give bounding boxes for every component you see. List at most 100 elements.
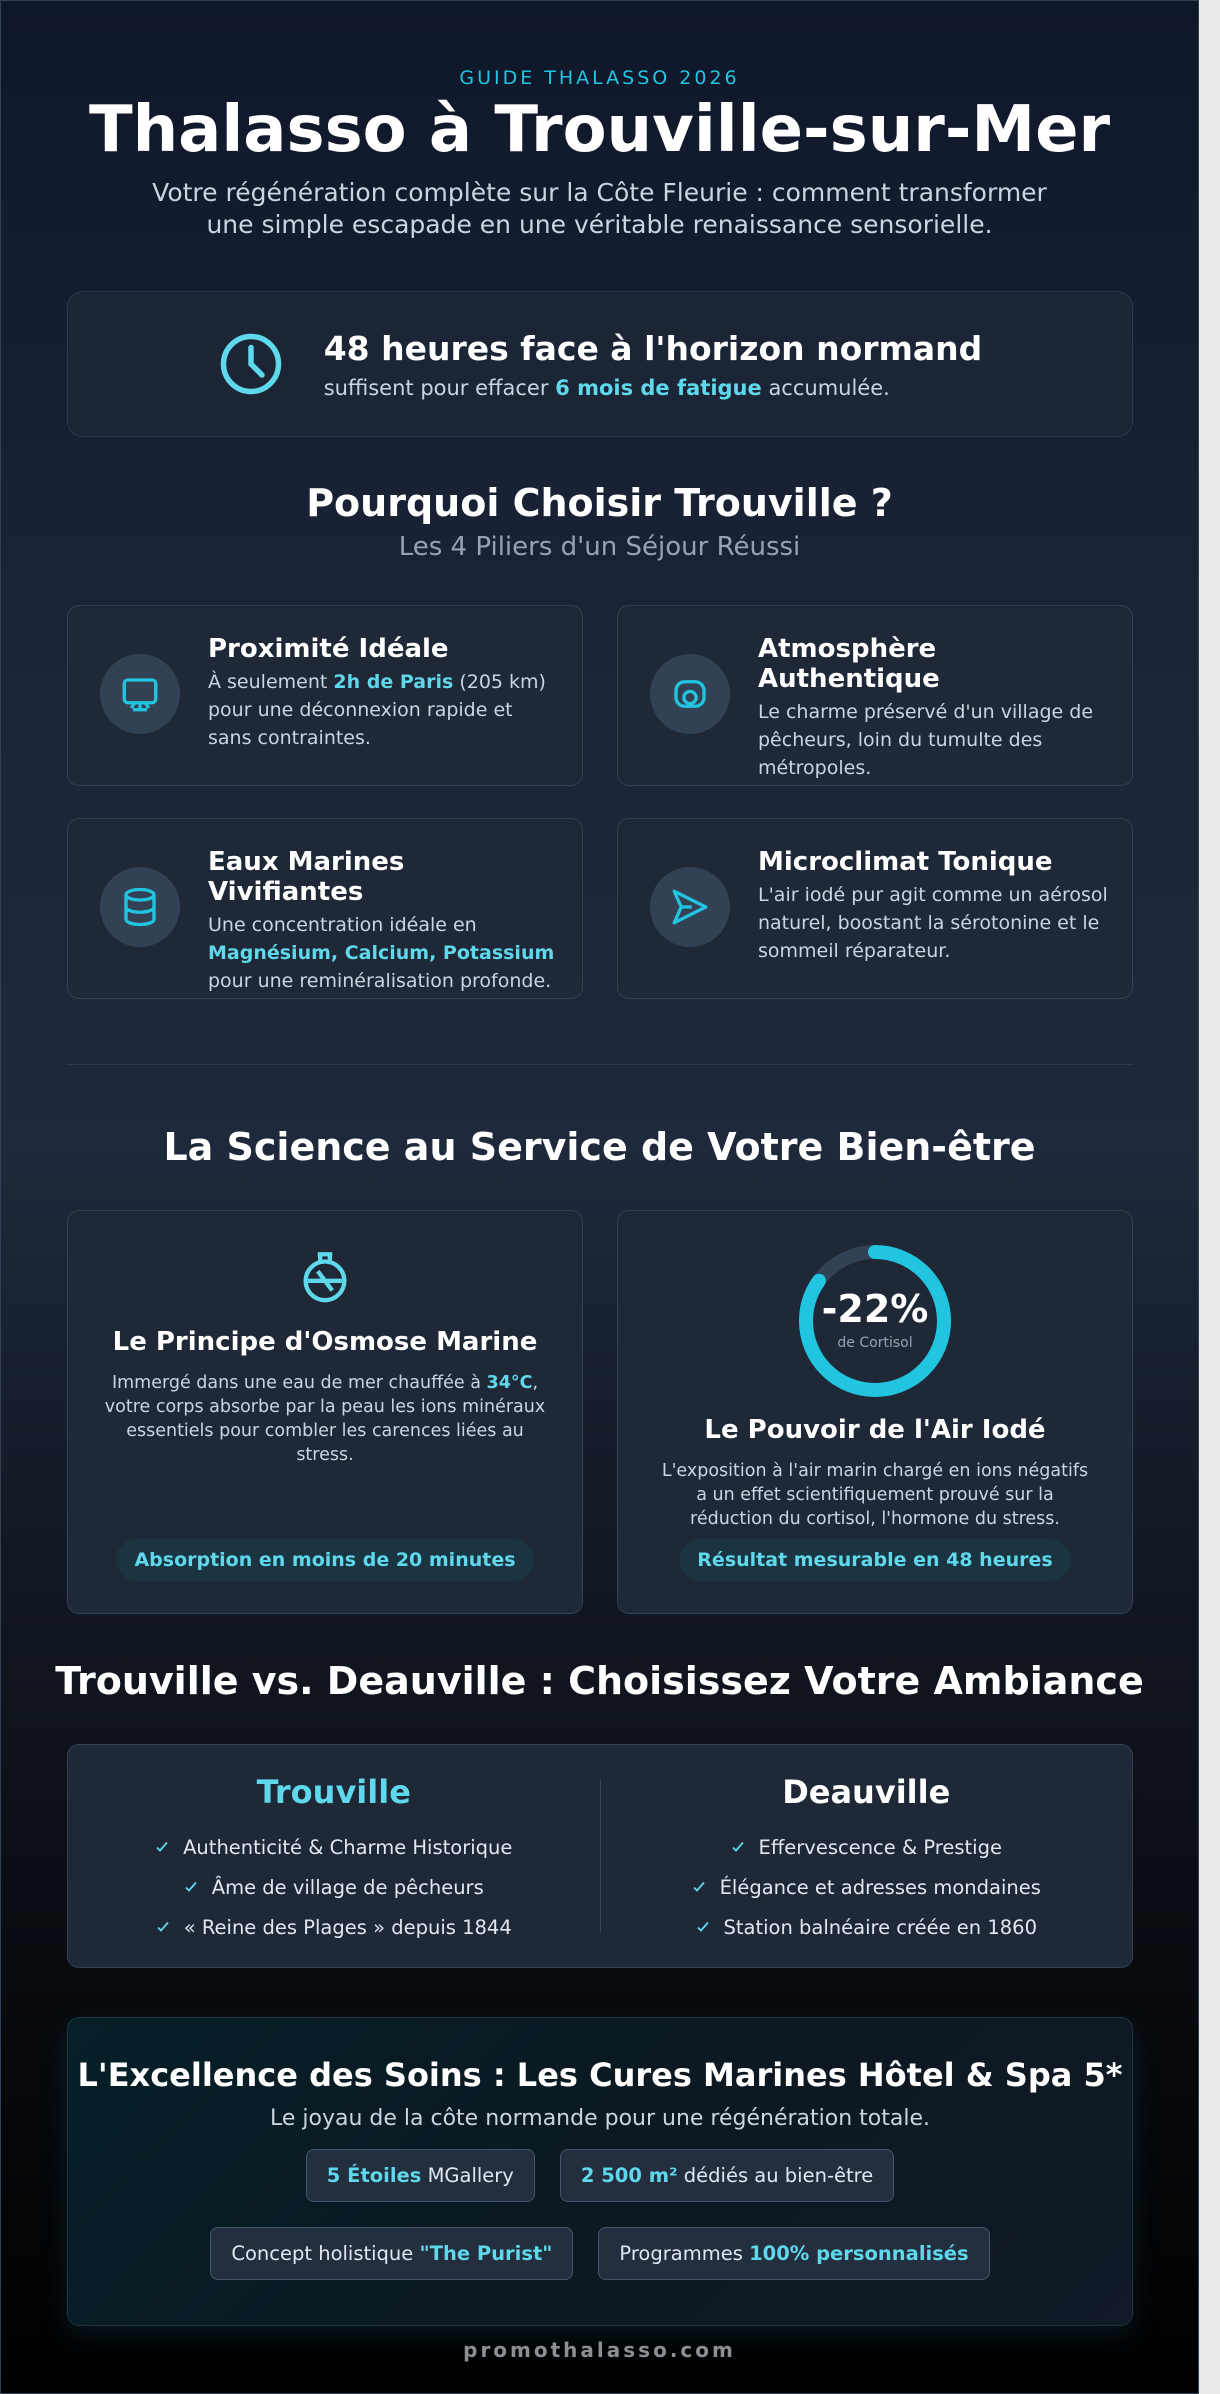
- compare-item: Âme de village de pêcheurs: [68, 1867, 600, 1907]
- compare-item: Élégance et adresses mondaines: [601, 1867, 1133, 1907]
- science-card: Le Principe d'Osmose Marine Immergé dans…: [67, 1210, 583, 1614]
- badge: Résultat mesurable en 48 heures: [679, 1539, 1071, 1581]
- title: Thalasso à Trouville-sur-Mer: [88, 93, 1111, 167]
- compare-box: Trouville Authenticité & Charme Historiqu…: [67, 1744, 1133, 1968]
- text-segment: Le charme préservé d'un village de pêche…: [758, 701, 1094, 779]
- stat-label: de Cortisol: [837, 1335, 913, 1351]
- compare-item: « Reine des Plages » depuis 1844: [68, 1907, 600, 1947]
- card-text: À seulement 2h de Paris (205 km) pour un…: [208, 668, 558, 752]
- divider: [599, 1779, 601, 1933]
- card-title: Le Pouvoir de l'Air Iodé: [704, 1415, 1046, 1445]
- text-segment: accumulée.: [761, 375, 890, 400]
- check-icon: [692, 1876, 706, 1899]
- pillar-text: Eaux Marines Vivifiantes Une concentratio…: [208, 847, 558, 995]
- highlight-segment: 2h de Paris: [333, 671, 454, 693]
- text-segment: À seulement: [208, 671, 334, 693]
- text-segment: MGallery: [421, 2164, 514, 2187]
- highlight-text: 48 heures face à l'horizon normand suffi…: [324, 329, 983, 400]
- clock-icon: [220, 333, 281, 395]
- pillar-card: Eaux Marines Vivifiantes Une concentratio…: [67, 818, 583, 999]
- check-icon: [696, 1916, 710, 1939]
- chip: 5 Étoiles MGallery: [305, 2149, 535, 2202]
- text-segment: Immergé dans une eau de mer chauffée à: [111, 1373, 487, 1393]
- icon-glyph: [124, 887, 156, 927]
- compare-item: Authenticité & Charme Historique: [68, 1827, 600, 1867]
- pillar-card: Microclimat Tonique L'air iodé pur agit c…: [617, 818, 1133, 999]
- ring: [799, 1245, 951, 1397]
- text-segment: , votre corps absorbe par la peau les io…: [104, 1373, 546, 1465]
- check: [696, 1921, 709, 1932]
- card-title: Microclimat Tonique: [758, 847, 1053, 877]
- text-segment: suffisent pour effacer: [323, 375, 556, 400]
- science-card: -22% de Cortisol Le Pouvoir de l'Air Iod…: [617, 1210, 1133, 1614]
- check: [731, 1841, 744, 1852]
- highlight-segment: Magnésium, Calcium, Potassium: [208, 942, 555, 964]
- text-segment: dédiés au bien-être: [677, 2164, 874, 2187]
- check: [185, 1881, 197, 1892]
- card-text: L'exposition à l'air marin chargé en ion…: [654, 1459, 1096, 1531]
- excellence-box: L'Excellence des Soins : Les Cures Marin…: [67, 2017, 1133, 2326]
- column-title: Deauville: [782, 1773, 951, 1811]
- icon-glyph: [674, 680, 706, 708]
- card-text: Une concentration idéale en Magnésium, C…: [208, 911, 558, 995]
- compare-column: Deauville Effervescence & Prestige Éléganc…: [601, 1773, 1133, 1939]
- divider: [67, 1064, 1133, 1065]
- check-icon: [731, 1836, 745, 1859]
- icon: [100, 654, 180, 734]
- check: [156, 1841, 168, 1852]
- item-text: Âme de village de pêcheurs: [211, 1875, 484, 1899]
- excellence-title: L'Excellence des Soins : Les Cures Marin…: [77, 2056, 1123, 2094]
- highlight-segment: 100% personnalisés: [749, 2242, 969, 2265]
- item-text: Élégance et adresses mondaines: [719, 1875, 1041, 1899]
- badge: Absorption en moins de 20 minutes: [116, 1539, 534, 1581]
- icon: [650, 654, 730, 734]
- text-segment: Une concentration idéale en: [208, 914, 477, 936]
- card-title: Atmosphère Authentique: [758, 634, 940, 694]
- section-subtitle: Les 4 Piliers d'un Séjour Réussi: [398, 532, 801, 562]
- card-text: L'air iodé pur agit comme un aérosol nat…: [758, 881, 1108, 965]
- compare-item: Station balnéaire créée en 1860: [601, 1907, 1133, 1947]
- text-segment: Programmes: [619, 2242, 750, 2265]
- icon: [100, 867, 180, 947]
- card-text: Le charme préservé d'un village de pêche…: [758, 698, 1108, 782]
- check-icon: [156, 1916, 170, 1939]
- highlight-box: 48 heures face à l'horizon normand suffi…: [67, 291, 1133, 437]
- highlight-segment: 34°C: [486, 1373, 533, 1393]
- check: [157, 1921, 169, 1932]
- item-text: Effervescence & Prestige: [758, 1835, 1002, 1859]
- pillar-text: Microclimat Tonique L'air iodé pur agit c…: [758, 847, 1108, 965]
- icon-glyph: [672, 889, 708, 925]
- stat-ring: -22% de Cortisol: [797, 1243, 953, 1399]
- card-title: Eaux Marines Vivifiantes: [208, 847, 405, 907]
- section-title: La Science au Service de Votre Bien-être: [163, 1125, 1036, 1169]
- icon: [650, 867, 730, 947]
- chips: 5 Étoiles MGallery 2 500 m² dédiés au bie…: [68, 2149, 1132, 2280]
- highlight-segment: 2 500 m²: [580, 2164, 678, 2187]
- pillar-text: Proximité Idéale À seulement 2h de Paris …: [208, 634, 558, 752]
- highlight-segment: 6 mois de fatigue: [555, 375, 762, 400]
- kicker: GUIDE THALASSO 2026: [459, 67, 740, 89]
- chip: Concept holistique "The Purist": [210, 2227, 574, 2280]
- pillar-text: Atmosphère Authentique Le charme préservé…: [758, 634, 1108, 782]
- highlight-segment: "The Purist": [419, 2242, 553, 2265]
- item-text: « Reine des Plages » depuis 1844: [183, 1915, 512, 1939]
- stat: -22%: [821, 1287, 929, 1331]
- pillar-card: Proximité Idéale À seulement 2h de Paris …: [67, 605, 583, 786]
- section-title: Pourquoi Choisir Trouville ?: [306, 481, 893, 525]
- chip: 2 500 m² dédiés au bien-être: [559, 2149, 895, 2202]
- icon-glyph: [122, 678, 158, 712]
- item-text: Station balnéaire créée en 1860: [723, 1915, 1037, 1939]
- card-title: Le Principe d'Osmose Marine: [112, 1327, 538, 1357]
- section-title: Trouville vs. Deauville : Choisissez Vot…: [55, 1659, 1144, 1703]
- highlight-title: 48 heures face à l'horizon normand: [323, 328, 983, 368]
- text-segment: Concept holistique: [231, 2242, 420, 2265]
- column-title: Trouville: [256, 1773, 411, 1811]
- text-segment: (205 km) pour une déconnexion rapide et …: [208, 671, 546, 749]
- text-segment: pour une reminéralisation profonde.: [208, 970, 552, 992]
- highlight-segment: 5 Étoiles: [326, 2164, 422, 2187]
- compare-item: Effervescence & Prestige: [601, 1827, 1133, 1867]
- excellence-subtitle: Le joyau de la côte normande pour une ré…: [270, 2106, 930, 2131]
